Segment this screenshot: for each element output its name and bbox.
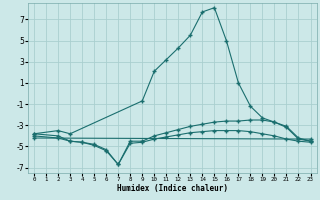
X-axis label: Humidex (Indice chaleur): Humidex (Indice chaleur) [117, 184, 228, 193]
